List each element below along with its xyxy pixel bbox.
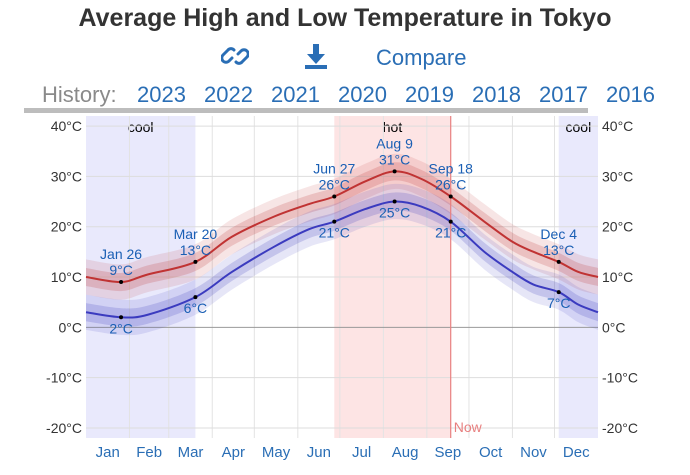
season-label-hot-1: hot	[383, 119, 403, 135]
history-label: History:	[42, 82, 117, 107]
low-point-4	[448, 219, 453, 224]
low-band-inner	[86, 192, 598, 327]
y-tick-label-left: -20°C	[46, 420, 82, 436]
low-temperature-line	[85, 200, 599, 319]
high-point-1	[193, 259, 198, 264]
annotation-date-4: Sep 18	[429, 161, 474, 177]
high-point-2	[332, 194, 337, 199]
y-tick-label-right: 40°C	[602, 118, 633, 134]
month-label-dec: Dec	[563, 444, 590, 461]
low-point-3	[392, 199, 397, 204]
season-label-cool-0: cool	[128, 119, 154, 135]
high-point-5	[556, 259, 561, 264]
annotation-low-2: 21°C	[319, 225, 350, 241]
annotation-date-0: Jan 26	[100, 246, 142, 262]
annotation-date-2: Jun 27	[313, 161, 355, 177]
year-2016-link[interactable]: 2016	[606, 82, 655, 107]
link-icon[interactable]	[221, 41, 249, 71]
y-tick-label-left: 0°C	[59, 319, 83, 335]
annotation-high-4: 26°C	[435, 177, 466, 193]
annotation-low-0: 2°C	[109, 320, 133, 336]
high-point-3	[392, 169, 397, 174]
y-tick-label-right: 10°C	[602, 269, 633, 285]
page-title: Average High and Low Temperature in Toky…	[78, 4, 612, 32]
annotation-low-4: 21°C	[435, 225, 466, 241]
annotation-date-5: Dec 4	[540, 226, 577, 242]
month-label-nov: Nov	[520, 444, 547, 461]
year-2021-link[interactable]: 2021	[271, 82, 320, 107]
month-label-aug: Aug	[392, 444, 419, 461]
year-2022-link[interactable]: 2022	[204, 82, 253, 107]
y-tick-label-left: 20°C	[51, 219, 82, 235]
annotation-low-5: 7°C	[547, 295, 571, 311]
month-label-mar: Mar	[178, 444, 204, 461]
season-label-cool-2: cool	[566, 119, 592, 135]
y-tick-label-left: 40°C	[51, 118, 82, 134]
annotation-date-1: Mar 20	[174, 226, 218, 242]
annotation-high-1: 13°C	[180, 242, 211, 258]
high-point-0	[119, 280, 124, 285]
y-tick-label-right: 0°C	[602, 319, 626, 335]
low-band-outer	[86, 183, 598, 336]
history-bar: History: 2023 2022 2021 2020 2019 2018 2…	[42, 82, 690, 112]
now-label: Now	[454, 419, 483, 435]
month-label-jun: Jun	[307, 444, 331, 461]
high-band-outer	[86, 153, 598, 300]
download-icon[interactable]	[302, 41, 330, 71]
annotation-low-3: 25°C	[379, 205, 410, 221]
month-label-feb: Feb	[136, 444, 162, 461]
month-label-may: May	[262, 444, 291, 461]
y-tick-label-right: 20°C	[602, 219, 633, 235]
year-2017-link[interactable]: 2017	[539, 82, 588, 107]
y-tick-label-right: -10°C	[602, 370, 638, 386]
y-tick-label-left: -10°C	[46, 370, 82, 386]
year-2020-link[interactable]: 2020	[338, 82, 387, 107]
year-2019-link[interactable]: 2019	[405, 82, 454, 107]
month-label-apr: Apr	[222, 444, 245, 461]
low-point-0	[119, 315, 124, 320]
month-label-oct: Oct	[479, 444, 503, 461]
high-temperature-line	[85, 170, 599, 284]
compare-button[interactable]: Compare	[376, 45, 467, 70]
y-tick-label-right: -20°C	[602, 420, 638, 436]
y-tick-label-right: 30°C	[602, 168, 633, 184]
month-label-jan: Jan	[96, 444, 120, 461]
low-point-5	[556, 290, 561, 295]
low-point-1	[193, 295, 198, 300]
year-2018-link[interactable]: 2018	[472, 82, 521, 107]
annotation-high-0: 9°C	[109, 262, 133, 278]
month-label-jul: Jul	[352, 444, 371, 461]
low-point-2	[332, 219, 337, 224]
annotation-date-3: Aug 9	[376, 135, 413, 151]
annotation-low-1: 6°C	[184, 300, 208, 316]
y-tick-label-left: 30°C	[51, 168, 82, 184]
history-underline	[24, 108, 588, 113]
year-2023-link[interactable]: 2023	[137, 82, 186, 107]
annotation-high-5: 13°C	[543, 242, 574, 258]
high-point-4	[448, 194, 453, 199]
annotation-high-3: 31°C	[379, 151, 410, 167]
annotation-high-2: 26°C	[319, 177, 350, 193]
month-label-sep: Sep	[435, 444, 462, 461]
y-tick-label-left: 10°C	[51, 269, 82, 285]
